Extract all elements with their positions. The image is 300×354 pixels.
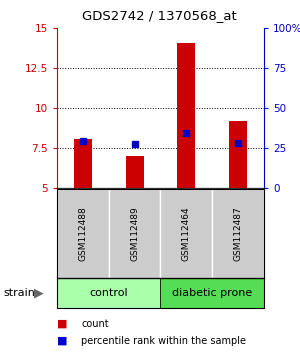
Text: strain: strain [3, 288, 35, 298]
Text: ■: ■ [57, 336, 68, 346]
Text: GSM112487: GSM112487 [234, 206, 243, 261]
Text: ■: ■ [57, 319, 68, 329]
Text: percentile rank within the sample: percentile rank within the sample [81, 336, 246, 346]
Bar [177, 43, 195, 188]
Text: GDS2742 / 1370568_at: GDS2742 / 1370568_at [82, 9, 236, 22]
Bar [229, 121, 247, 188]
Text: GSM112464: GSM112464 [182, 206, 191, 261]
Text: ▶: ▶ [34, 286, 44, 299]
Text: diabetic prone: diabetic prone [172, 288, 252, 298]
Bar [126, 156, 144, 188]
Bar [74, 139, 92, 188]
Text: GSM112489: GSM112489 [130, 206, 139, 261]
Text: GSM112488: GSM112488 [78, 206, 87, 261]
Text: count: count [81, 319, 109, 329]
Text: control: control [89, 288, 128, 298]
